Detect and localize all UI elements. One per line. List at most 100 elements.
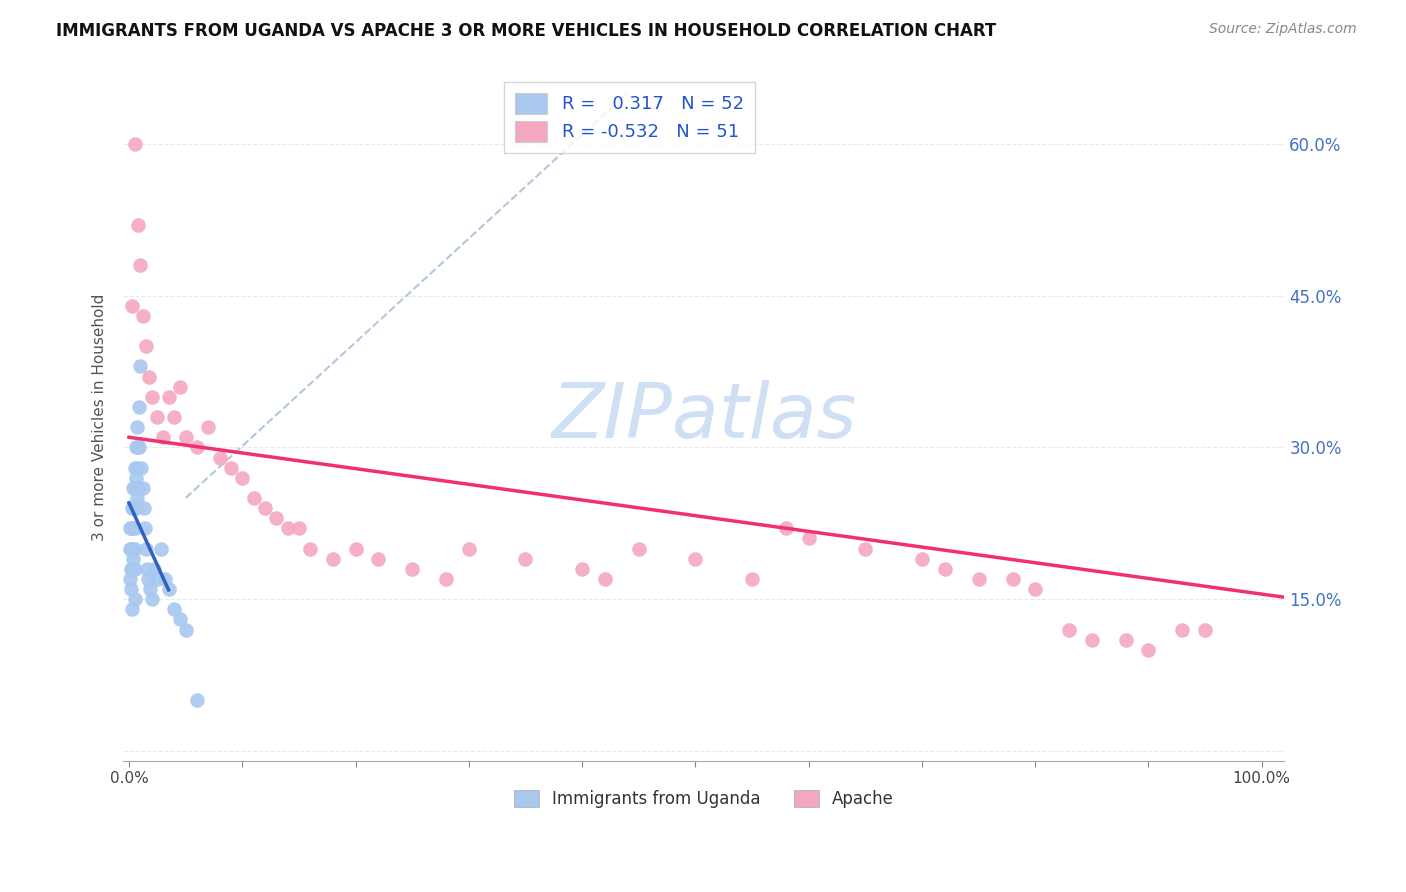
Point <box>124 136 146 151</box>
Point <box>515 551 537 566</box>
Point <box>141 592 163 607</box>
Point <box>125 471 148 485</box>
Point <box>136 562 159 576</box>
Point <box>174 623 197 637</box>
Text: IMMIGRANTS FROM UGANDA VS APACHE 3 OR MORE VEHICLES IN HOUSEHOLD CORRELATION CHA: IMMIGRANTS FROM UGANDA VS APACHE 3 OR MO… <box>56 22 997 40</box>
Point <box>253 501 276 516</box>
Point <box>344 541 367 556</box>
Point <box>434 572 457 586</box>
Point <box>1081 632 1104 647</box>
Point <box>1137 642 1160 657</box>
Text: Source: ZipAtlas.com: Source: ZipAtlas.com <box>1209 22 1357 37</box>
Point <box>169 379 191 393</box>
Point <box>122 481 145 495</box>
Point <box>125 491 148 505</box>
Point <box>125 501 148 516</box>
Point <box>288 521 311 535</box>
Point <box>322 551 344 566</box>
Point <box>142 562 165 576</box>
Point <box>125 420 148 434</box>
Point <box>120 541 142 556</box>
Point <box>131 481 153 495</box>
Point <box>242 491 264 505</box>
Point <box>127 218 149 232</box>
Point <box>120 582 142 596</box>
Point <box>685 551 707 566</box>
Point <box>157 390 180 404</box>
Point <box>121 541 143 556</box>
Point <box>120 521 142 535</box>
Point <box>152 430 174 444</box>
Point <box>120 572 142 586</box>
Point <box>121 562 143 576</box>
Point <box>121 299 143 313</box>
Point <box>149 541 172 556</box>
Point <box>1194 623 1216 637</box>
Point <box>299 541 322 556</box>
Point <box>197 420 219 434</box>
Point <box>934 562 956 576</box>
Point <box>186 441 208 455</box>
Point <box>122 521 145 535</box>
Point <box>128 400 150 414</box>
Point <box>124 460 146 475</box>
Point <box>174 430 197 444</box>
Point <box>124 562 146 576</box>
Point <box>127 441 149 455</box>
Point <box>120 541 142 556</box>
Point <box>124 541 146 556</box>
Legend: Immigrants from Uganda, Apache: Immigrants from Uganda, Apache <box>508 783 901 814</box>
Point <box>127 481 149 495</box>
Point <box>124 501 146 516</box>
Point <box>121 602 143 616</box>
Point <box>367 551 389 566</box>
Point <box>186 693 208 707</box>
Point <box>775 521 797 535</box>
Point <box>136 572 159 586</box>
Point <box>911 551 934 566</box>
Point <box>1024 582 1046 596</box>
Point <box>135 541 157 556</box>
Point <box>1171 623 1194 637</box>
Point <box>157 582 180 596</box>
Point <box>593 572 616 586</box>
Point <box>146 572 169 586</box>
Point <box>124 592 146 607</box>
Point <box>741 572 763 586</box>
Point <box>138 369 160 384</box>
Point <box>129 359 152 374</box>
Point <box>853 541 876 556</box>
Point <box>797 532 820 546</box>
Point <box>124 481 146 495</box>
Point <box>135 339 157 353</box>
Point <box>627 541 650 556</box>
Point <box>128 441 150 455</box>
Point <box>125 441 148 455</box>
Point <box>131 460 153 475</box>
Point <box>120 562 142 576</box>
Point <box>277 521 299 535</box>
Point <box>141 390 163 404</box>
Point <box>132 501 155 516</box>
Point <box>219 460 242 475</box>
Point <box>122 551 145 566</box>
Text: ZIPatlas: ZIPatlas <box>551 380 856 454</box>
Point <box>146 410 169 425</box>
Point <box>401 562 423 576</box>
Point <box>457 541 479 556</box>
Point <box>1001 572 1024 586</box>
Point <box>121 501 143 516</box>
Point <box>120 521 142 535</box>
Point <box>121 521 143 535</box>
Point <box>124 521 146 535</box>
Point <box>571 562 593 576</box>
Point <box>122 501 145 516</box>
Y-axis label: 3 or more Vehicles in Household: 3 or more Vehicles in Household <box>93 293 107 541</box>
Point <box>134 521 156 535</box>
Point <box>967 572 990 586</box>
Point <box>169 612 191 626</box>
Point <box>264 511 287 525</box>
Point <box>163 410 186 425</box>
Point <box>1115 632 1137 647</box>
Point <box>1057 623 1080 637</box>
